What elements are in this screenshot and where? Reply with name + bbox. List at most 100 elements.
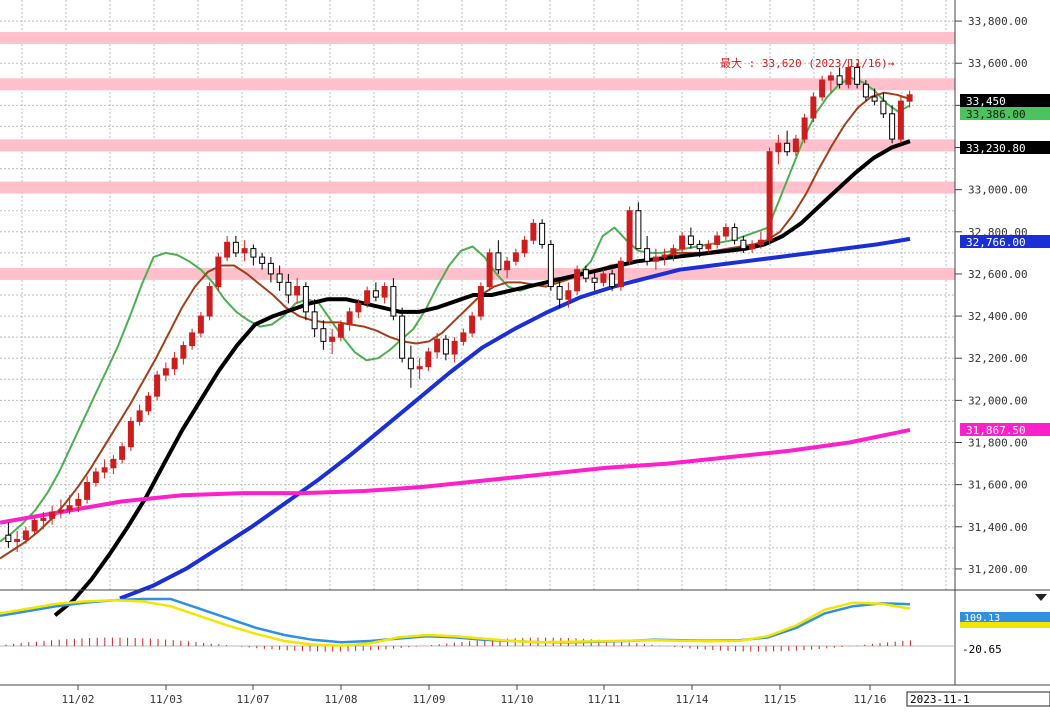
- candle-body: [539, 222, 546, 245]
- price-tag-label: 32,766.00: [966, 236, 1026, 249]
- candle-body: [582, 269, 589, 279]
- support-resistance-zone: [0, 267, 955, 280]
- candle-body: [110, 458, 117, 469]
- x-tick-label: 11/08: [324, 693, 357, 706]
- candle-body: [504, 260, 511, 271]
- candle-body: [416, 366, 423, 370]
- candle-body: [5, 534, 12, 543]
- y-tick-label: 31,800.00: [968, 437, 1028, 450]
- candle-body: [495, 252, 502, 271]
- candle-body: [705, 243, 712, 250]
- candle-body: [600, 273, 607, 283]
- ma-line: [0, 77, 911, 543]
- candle-body: [670, 248, 677, 256]
- candle-body: [740, 239, 747, 250]
- candle-body: [136, 410, 143, 422]
- x-tick-label: 11/09: [412, 693, 445, 706]
- candle-body: [565, 290, 572, 300]
- candle-body: [381, 286, 388, 298]
- indicator-tag-stripe: [960, 622, 1050, 628]
- candle-body: [84, 482, 91, 500]
- candle-body: [871, 96, 878, 102]
- candle-body: [635, 210, 642, 250]
- candle-body: [766, 151, 773, 241]
- candle-body: [880, 100, 887, 115]
- candle-body: [784, 142, 791, 153]
- x-tick-label: 11/03: [149, 693, 182, 706]
- candle-body: [407, 357, 414, 370]
- candle-body: [57, 509, 64, 513]
- candle-body: [224, 241, 231, 258]
- indicator-tag-label: -20.65: [962, 643, 1002, 656]
- candle-body: [521, 239, 528, 254]
- candle-body: [644, 248, 651, 262]
- candle-body: [512, 252, 519, 262]
- candle-body: [661, 254, 668, 258]
- y-tick-label: 31,200.00: [968, 563, 1028, 576]
- candle-body: [547, 243, 554, 288]
- candle-body: [390, 286, 397, 317]
- candle-body: [425, 351, 432, 368]
- support-resistance-zone: [0, 31, 955, 44]
- candle-body: [92, 471, 99, 484]
- candle-body: [679, 235, 686, 250]
- candle-body: [285, 281, 292, 296]
- candle-body: [372, 290, 379, 298]
- candle-body: [775, 142, 782, 153]
- price-tag: [960, 107, 1050, 120]
- candle-body: [14, 538, 21, 543]
- candle-body: [320, 328, 327, 342]
- candle-body: [101, 467, 108, 473]
- candle-body: [687, 235, 694, 245]
- candle-body: [696, 243, 703, 250]
- candle-body: [399, 315, 406, 359]
- candle-body: [442, 338, 449, 355]
- candle-body: [714, 235, 721, 245]
- candle-body: [617, 260, 624, 288]
- candle-body: [75, 498, 82, 507]
- candle-body: [845, 66, 852, 85]
- candle-body: [749, 243, 756, 250]
- y-tick-label: 33,800.00: [968, 15, 1028, 28]
- candle-body: [574, 269, 581, 292]
- candle-body: [854, 66, 861, 85]
- candlesticks: [5, 59, 913, 553]
- candle-body: [792, 138, 799, 153]
- candle-body: [451, 340, 458, 355]
- candle-body: [171, 357, 178, 370]
- candle-body: [836, 75, 843, 85]
- candle-body: [22, 530, 29, 540]
- price-tag-label: 33,386.00: [966, 108, 1026, 121]
- candle-body: [267, 262, 274, 275]
- price-tag-label: 33,230.80: [966, 142, 1026, 155]
- ma-line: [119, 236, 911, 601]
- indicator-line: [0, 598, 911, 648]
- support-resistance-zone: [0, 139, 955, 152]
- candle-body: [40, 517, 47, 521]
- y-tick-label: 32,600.00: [968, 268, 1028, 281]
- indicator-panel: 109.13 -20.65: [0, 594, 1050, 656]
- y-tick-label: 33,600.00: [968, 57, 1028, 70]
- candle-body: [862, 83, 869, 98]
- candle-body: [197, 315, 204, 334]
- candle-body: [810, 96, 817, 119]
- candle-body: [259, 256, 266, 264]
- y-tick-label: 31,600.00: [968, 479, 1028, 492]
- candle-body: [232, 241, 239, 254]
- candle-body: [311, 311, 318, 330]
- ma-line: [0, 427, 911, 525]
- candle-body: [294, 286, 301, 296]
- candle-body: [434, 338, 441, 353]
- horizontal-zones: [0, 31, 955, 280]
- candle-body: [530, 222, 537, 241]
- chevron-down-icon[interactable]: [1035, 594, 1047, 601]
- y-tick-label: 32,000.00: [968, 394, 1028, 407]
- candle-body: [276, 273, 283, 283]
- candle-body: [189, 332, 196, 347]
- candle-body: [906, 94, 913, 102]
- candle-body: [215, 256, 222, 288]
- x-tick-label: 11/10: [500, 693, 533, 706]
- candle-body: [180, 345, 187, 359]
- support-resistance-zone: [0, 181, 955, 194]
